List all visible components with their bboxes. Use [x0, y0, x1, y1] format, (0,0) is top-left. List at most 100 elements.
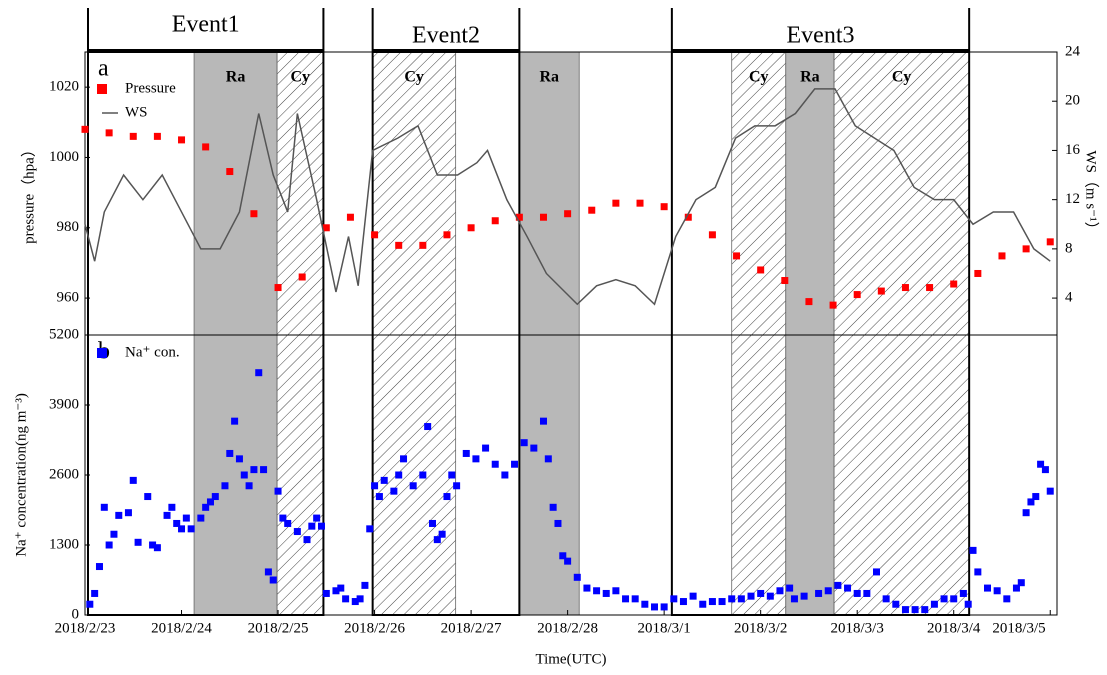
na-point: [153, 544, 161, 552]
na-point: [317, 522, 325, 530]
region-label: Ra: [800, 69, 820, 86]
na-point: [544, 455, 552, 463]
region: [833, 51, 970, 616]
na-point: [622, 595, 630, 603]
na-point: [1046, 487, 1054, 495]
pressure-point: [612, 199, 620, 207]
na-point: [554, 519, 562, 527]
na-point: [815, 589, 823, 597]
na-point: [433, 536, 441, 544]
pressure-point: [491, 217, 499, 225]
x-tick-label: 2018/2/25: [248, 620, 309, 636]
na-point: [231, 417, 239, 425]
na-point: [964, 600, 972, 608]
event-label: Event1: [172, 12, 240, 38]
na-point: [255, 369, 263, 377]
x-axis-label: Time(UTC): [535, 651, 606, 667]
na-point: [424, 423, 432, 431]
na-point: [356, 595, 364, 603]
na-point: [226, 449, 234, 457]
pressure-point: [81, 125, 89, 133]
na-point: [163, 511, 171, 519]
pressure-point: [805, 298, 813, 306]
pressure-point: [443, 231, 451, 239]
region: [518, 51, 580, 616]
na-point: [612, 587, 620, 595]
na-point: [308, 522, 316, 530]
na-point: [472, 455, 480, 463]
na-point: [144, 493, 152, 501]
na-point: [776, 587, 784, 595]
y2-tick-label: 24: [1065, 43, 1081, 59]
region: [785, 51, 835, 616]
panel-label: a: [98, 56, 109, 82]
na-point: [853, 589, 861, 597]
pressure-point: [588, 206, 596, 214]
na-point: [670, 595, 678, 603]
event-label: Event2: [412, 23, 480, 49]
na-point: [993, 587, 1001, 595]
na-point: [530, 444, 538, 452]
x-tick-label: 2018/3/3: [831, 620, 884, 636]
event-bracket: [371, 8, 521, 51]
na-point: [279, 514, 287, 522]
region-label: Cy: [404, 69, 424, 86]
na-point: [390, 487, 398, 495]
pressure-point: [926, 284, 934, 292]
na-point: [260, 466, 268, 474]
na-point: [766, 592, 774, 600]
na-point: [187, 525, 195, 533]
legend-label: WS: [125, 104, 148, 120]
pressure-point: [1022, 245, 1030, 253]
y-tick-label: 1020: [49, 79, 79, 95]
x-tick-label: 2018/3/2: [734, 620, 787, 636]
na-point: [269, 576, 277, 584]
na-point: [293, 528, 301, 536]
region-label: Cy: [749, 69, 769, 86]
event-bracket: [87, 8, 325, 51]
na-point: [173, 519, 181, 527]
y2-tick-label: 8: [1065, 240, 1073, 256]
na-point: [593, 587, 601, 595]
na-point: [728, 595, 736, 603]
na-point: [110, 530, 118, 538]
na-point: [1017, 579, 1025, 587]
na-point: [1022, 509, 1030, 517]
pressure-point: [129, 132, 137, 140]
na-point: [105, 541, 113, 549]
na-point: [206, 498, 214, 506]
na-point: [366, 525, 374, 533]
na-point: [583, 584, 591, 592]
na-point: [950, 595, 958, 603]
na-point: [549, 503, 557, 511]
na-point: [1032, 493, 1040, 501]
na-point: [337, 584, 345, 592]
pressure-point: [708, 231, 716, 239]
pressure-point: [733, 252, 741, 260]
pressure-point: [178, 136, 186, 144]
na-point: [539, 417, 547, 425]
na-point: [940, 595, 948, 603]
event-bracket: [670, 8, 971, 51]
na-point: [679, 598, 687, 606]
na-point: [409, 482, 417, 490]
na-point: [984, 584, 992, 592]
y-tick-label: 0: [72, 606, 80, 622]
na-point: [100, 503, 108, 511]
na-point: [786, 584, 794, 592]
region-label: Ra: [540, 69, 560, 86]
na-point: [959, 589, 967, 597]
na-point: [1037, 460, 1045, 468]
pressure-point: [636, 199, 644, 207]
na-point: [197, 514, 205, 522]
na-point: [718, 598, 726, 606]
pressure-point: [660, 203, 668, 211]
na-point: [375, 493, 383, 501]
pressure-point: [684, 213, 692, 221]
region: [731, 51, 787, 616]
y2-tick-label: 20: [1065, 93, 1080, 109]
x-tick-label: 2018/2/27: [441, 620, 502, 636]
y-tick-label: 5200: [49, 326, 79, 342]
na-point: [872, 568, 880, 576]
pressure-point: [950, 280, 958, 288]
